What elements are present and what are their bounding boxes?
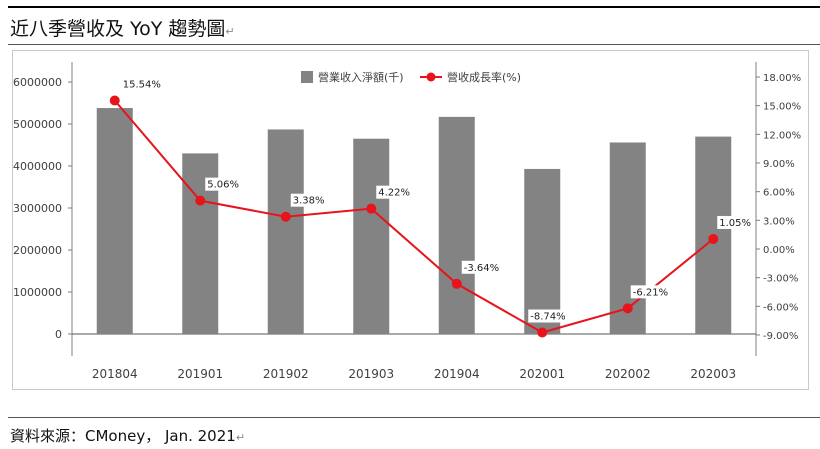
data-label: 4.22% [378, 188, 410, 199]
legend-swatch-bar [301, 71, 313, 83]
paragraph-mark: ↵ [225, 25, 235, 38]
data-label-bg [290, 193, 326, 207]
data-label: 5.06% [207, 180, 239, 191]
growth-point [195, 195, 206, 206]
data-label: -3.64% [464, 263, 499, 274]
growth-point [366, 203, 377, 214]
data-label-bg [528, 309, 569, 323]
y-right-tick-label: -3.00% [763, 274, 798, 285]
y-right-tick-label: -6.00% [763, 302, 798, 313]
legend-label-line: 營收成長率(%) [447, 70, 521, 84]
x-tick-label: 201902 [263, 367, 309, 381]
y-left-tick-label: 5000000 [13, 118, 62, 131]
growth-line [113, 99, 714, 334]
data-label: 3.38% [293, 196, 325, 207]
bottom-rule [8, 417, 820, 418]
x-tick-label: 201903 [348, 367, 394, 381]
y-left-tick-label: 2000000 [13, 244, 62, 257]
data-label-bg [461, 260, 503, 274]
x-tick-label: 201804 [92, 367, 138, 381]
growth-point [537, 327, 548, 338]
x-tick-label: 202001 [519, 367, 565, 381]
data-label-bg [717, 215, 752, 229]
data-label-bg [120, 77, 162, 91]
bar [524, 168, 561, 334]
growth-point [280, 211, 291, 222]
bar [438, 116, 475, 334]
chart-frame [12, 50, 809, 390]
data-label-bg [376, 185, 411, 199]
bar [353, 138, 390, 334]
y-left-tick-label: 1000000 [13, 286, 62, 299]
y-right-tick-label: 18.00% [763, 73, 801, 84]
bar [609, 142, 646, 334]
legend-label-bar: 營業收入淨額(千) [318, 70, 404, 84]
y-left-tick-label: 6000000 [13, 76, 62, 89]
data-label: -6.21% [633, 287, 668, 298]
source-note: 資料來源：CMoney， Jan. 2021↵ [10, 427, 246, 445]
x-tick-label: 201901 [177, 367, 223, 381]
growth-point [109, 95, 120, 106]
bar [267, 129, 304, 334]
y-right-tick-label: 15.00% [763, 102, 801, 113]
data-label: 15.54% [123, 80, 161, 91]
x-tick-label: 201904 [434, 367, 480, 381]
source-paragraph-mark: ↵ [235, 431, 246, 444]
y-right-tick-label: 3.00% [763, 216, 795, 227]
data-label: 1.05% [719, 218, 751, 229]
y-left-tick-label: 4000000 [13, 160, 62, 173]
data-label-bg [630, 285, 672, 299]
y-right-tick-label: 9.00% [763, 159, 795, 170]
y-left-tick-label: 0 [55, 328, 62, 341]
data-label-bg [205, 177, 240, 191]
y-left-tick-label: 3000000 [13, 202, 62, 215]
x-tick-label: 202002 [605, 367, 651, 381]
top-rule [8, 6, 820, 8]
bar [96, 108, 133, 334]
title-rule [8, 44, 820, 45]
legend-marker-line [426, 72, 436, 82]
x-tick-label: 202003 [690, 367, 736, 381]
data-label: -8.74% [530, 312, 565, 323]
y-right-tick-label: 6.00% [763, 188, 795, 199]
growth-point [622, 303, 633, 314]
y-right-tick-label: 12.00% [763, 130, 801, 141]
growth-point [708, 233, 719, 244]
page-title: 近八季營收及 YoY 趨勢圖↵ [10, 18, 235, 40]
y-right-tick-label: -9.00% [763, 331, 798, 342]
growth-point [451, 278, 462, 289]
y-right-tick-label: 0.00% [763, 245, 795, 256]
